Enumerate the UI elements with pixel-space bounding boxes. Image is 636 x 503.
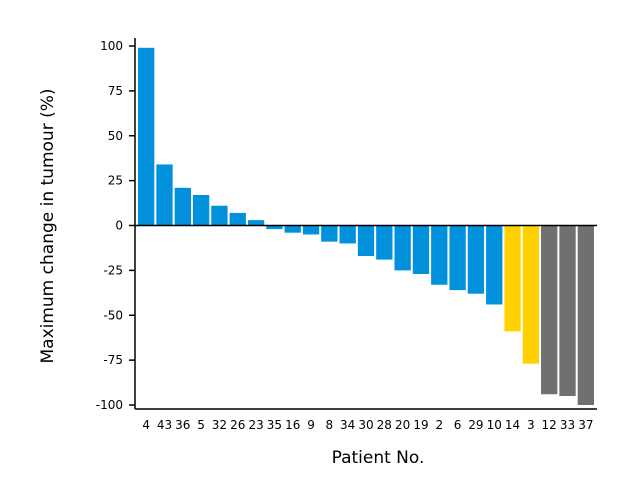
x-tick-label: 36 bbox=[175, 418, 190, 432]
bar-patient-35 bbox=[266, 225, 283, 230]
bar-patient-19 bbox=[412, 225, 430, 274]
y-tick-label: -100 bbox=[96, 398, 123, 412]
bar-patient-2 bbox=[431, 225, 448, 285]
bar-patient-14 bbox=[504, 225, 521, 332]
x-tick-label: 8 bbox=[326, 418, 334, 432]
x-tick-label: 23 bbox=[248, 418, 263, 432]
y-tick-label: 25 bbox=[108, 174, 123, 188]
y-tick-label: 75 bbox=[108, 84, 123, 98]
bar-patient-26 bbox=[229, 212, 246, 226]
x-tick-label: 12 bbox=[542, 418, 557, 432]
y-tick-label: 50 bbox=[108, 129, 123, 143]
x-tick-label: 26 bbox=[230, 418, 245, 432]
y-ticks-group: 100 75 50 25 0 -25 -50 -75 -100 bbox=[96, 39, 135, 412]
bar-patient-6 bbox=[449, 225, 466, 291]
x-tick-label: 5 bbox=[197, 418, 205, 432]
x-tick-label: 32 bbox=[212, 418, 227, 432]
x-tick-labels-group: 4 43 36 5 32 26 23 35 16 9 8 34 30 28 20 19 2 6 29 10 14 3 12 3… bbox=[142, 418, 593, 432]
x-tick-label: 28 bbox=[377, 418, 392, 432]
x-tick-label: 33 bbox=[560, 418, 575, 432]
x-tick-label: 30 bbox=[358, 418, 373, 432]
x-tick-label: 3 bbox=[527, 418, 535, 432]
bar-patient-8 bbox=[321, 225, 338, 242]
bar-patient-20 bbox=[394, 225, 411, 271]
x-tick-label: 37 bbox=[578, 418, 593, 432]
bar-patient-9 bbox=[302, 225, 320, 235]
bar-patient-29 bbox=[467, 225, 485, 294]
x-tick-label: 16 bbox=[285, 418, 300, 432]
bar-patient-4 bbox=[138, 47, 155, 226]
x-tick-label: 34 bbox=[340, 418, 355, 432]
x-tick-label: 4 bbox=[142, 418, 150, 432]
y-tick-label: -25 bbox=[103, 263, 123, 277]
bar-patient-23 bbox=[247, 220, 265, 226]
bar-patient-30 bbox=[357, 225, 375, 257]
y-tick-label: -50 bbox=[103, 308, 123, 322]
x-tick-label: 6 bbox=[454, 418, 462, 432]
bar-patient-36 bbox=[174, 187, 191, 226]
x-tick-label: 2 bbox=[435, 418, 443, 432]
bar-patient-28 bbox=[376, 225, 393, 260]
bar-patient-37 bbox=[577, 225, 594, 405]
bar-patient-33 bbox=[559, 225, 576, 397]
x-axis-title: Patient No. bbox=[332, 448, 425, 468]
x-tick-label: 19 bbox=[413, 418, 428, 432]
bar-patient-5 bbox=[192, 194, 210, 226]
x-tick-label: 14 bbox=[505, 418, 520, 432]
x-tick-label: 10 bbox=[487, 418, 502, 432]
bar-patient-16 bbox=[284, 225, 301, 233]
x-tick-label: 29 bbox=[468, 418, 483, 432]
bar-patient-12 bbox=[541, 225, 558, 395]
x-tick-label: 43 bbox=[157, 418, 172, 432]
y-tick-label: 100 bbox=[100, 39, 123, 53]
bar-patient-43 bbox=[156, 164, 173, 226]
bar-patient-34 bbox=[339, 225, 356, 244]
y-tick-label: -75 bbox=[103, 353, 123, 367]
bars-group bbox=[138, 47, 594, 405]
bar-patient-10 bbox=[486, 225, 503, 305]
y-tick-label: 0 bbox=[115, 219, 123, 233]
x-tick-label: 9 bbox=[307, 418, 315, 432]
x-tick-label: 35 bbox=[267, 418, 282, 432]
bar-patient-3 bbox=[522, 225, 540, 364]
bar-patient-32 bbox=[211, 205, 228, 226]
y-axis-title: Maximum change in tumour (%) bbox=[38, 88, 58, 363]
x-tick-label: 20 bbox=[395, 418, 410, 432]
